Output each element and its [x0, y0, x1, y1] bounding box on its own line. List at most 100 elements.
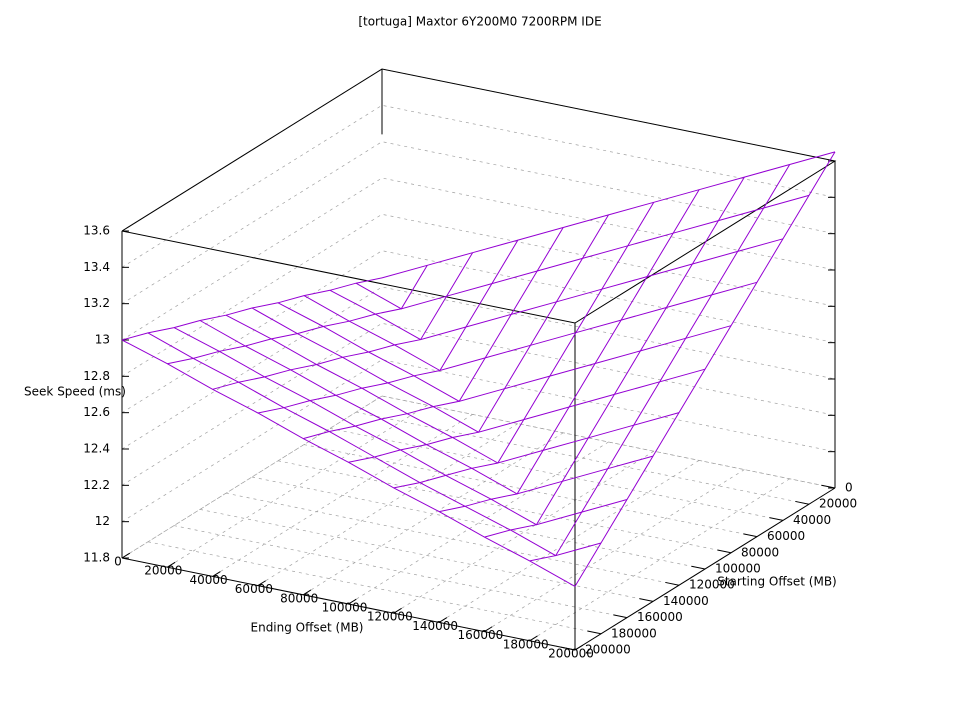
surface-row: [251, 307, 706, 433]
grid-line: [199, 509, 654, 602]
grid-line: [167, 404, 428, 568]
x-tick-label: 60000: [235, 582, 273, 596]
y-tick: [665, 581, 680, 586]
grid-line: [393, 450, 654, 614]
z-tick-label: 12.4: [83, 442, 110, 456]
x-tick: [438, 617, 448, 623]
y-tick: [769, 517, 784, 521]
grid-line: [484, 469, 745, 632]
x-tick: [393, 607, 402, 614]
z-tick-label: 13.2: [83, 296, 110, 310]
surface-row: [173, 327, 628, 526]
y-tick-label: 0: [845, 481, 853, 495]
surface-row: [121, 339, 576, 587]
y-tick-label: 140000: [663, 594, 709, 608]
surface-column: [484, 176, 745, 538]
y-tick-label: 100000: [715, 562, 761, 576]
surface-column: [393, 202, 655, 489]
surface-column: [121, 277, 383, 341]
grid-line: [121, 104, 836, 268]
y-tick-label: 200000: [585, 643, 631, 657]
x-tick: [167, 561, 176, 568]
x-tick: [121, 552, 131, 559]
grid-line: [438, 460, 700, 623]
x-tick-label: 20000: [144, 564, 182, 578]
y-tick-label: 20000: [819, 497, 857, 511]
z-tick-label: 12.2: [83, 478, 110, 492]
z-tick-label: 12.8: [83, 369, 110, 383]
surface-column: [303, 227, 564, 440]
z-tick-label: 12.6: [83, 405, 110, 419]
surface-column: [574, 151, 836, 587]
chart-title: [tortuga] Maxtor 6Y200M0 7200RPM IDE: [358, 15, 601, 29]
grid-line: [212, 414, 473, 577]
x-tick-label: 160000: [457, 628, 503, 642]
grid-line: [121, 250, 836, 413]
x-tick-label: 80000: [280, 591, 318, 605]
x-tick: [574, 644, 584, 651]
surface-column: [439, 189, 700, 513]
y-axis-label: Starting Offset (MB): [717, 575, 837, 589]
x-tick-label: 100000: [322, 601, 368, 615]
z-axis-label: Seek Speed (ms): [24, 385, 126, 399]
x-tick: [529, 635, 538, 642]
y-tick: [743, 533, 758, 538]
x-tick: [302, 589, 312, 596]
surface-row: [199, 320, 654, 495]
surface-column: [348, 214, 609, 463]
y-tick-label: 180000: [611, 626, 657, 640]
y-tick-label: 40000: [793, 513, 831, 527]
y-tick-label: 120000: [689, 578, 735, 592]
grid-line: [121, 322, 836, 486]
y-tick: [561, 646, 576, 651]
grid-line: [348, 441, 609, 605]
x-tick-label: 180000: [503, 637, 549, 651]
x-tick-label: 0: [114, 555, 122, 569]
surface-column: [212, 252, 474, 390]
grid-line: [121, 359, 836, 522]
y-tick: [691, 565, 706, 570]
grid-line: [121, 395, 383, 559]
z-tick-label: 13: [95, 333, 110, 347]
surface-column: [257, 239, 519, 414]
y-tick-label: 160000: [637, 610, 683, 624]
x-tick: [212, 571, 221, 577]
x-tick-label: 140000: [412, 619, 458, 633]
z-tick-label: 11.8: [83, 551, 110, 565]
y-tick: [821, 484, 836, 489]
grid-line: [121, 286, 836, 450]
grid-line: [303, 432, 564, 596]
grid-line: [147, 541, 602, 635]
surface-column: [529, 164, 791, 562]
surface-row: [303, 281, 758, 372]
z-tick-label: 12: [95, 514, 110, 528]
x-tick-label: 40000: [190, 573, 228, 587]
x-tick-label: 200000: [548, 647, 594, 661]
grid-line: [121, 213, 836, 377]
x-tick: [484, 626, 493, 633]
grid-line: [329, 428, 784, 521]
surface-row: [355, 194, 810, 310]
x-tick-label: 120000: [367, 610, 413, 624]
y-tick: [587, 630, 602, 635]
grid-line: [251, 476, 706, 570]
y-tick-label: 80000: [741, 545, 779, 559]
grid-line: [121, 68, 836, 232]
y-tick: [613, 614, 628, 619]
y-tick: [795, 500, 810, 505]
x-tick: [257, 580, 266, 587]
surface-column: [167, 265, 428, 365]
grid-line: [257, 423, 519, 586]
x-tick: [348, 598, 357, 605]
grid-line: [121, 141, 836, 304]
y-tick-label: 60000: [767, 529, 805, 543]
grid-line: [381, 395, 836, 489]
grid-line: [121, 177, 836, 341]
grid-line: [355, 411, 810, 505]
grid-line: [173, 525, 628, 618]
z-tick-label: 13.6: [83, 224, 110, 238]
x-axis-label: Ending Offset (MB): [251, 621, 364, 635]
y-tick: [639, 598, 654, 602]
z-tick-label: 13.4: [83, 260, 110, 274]
